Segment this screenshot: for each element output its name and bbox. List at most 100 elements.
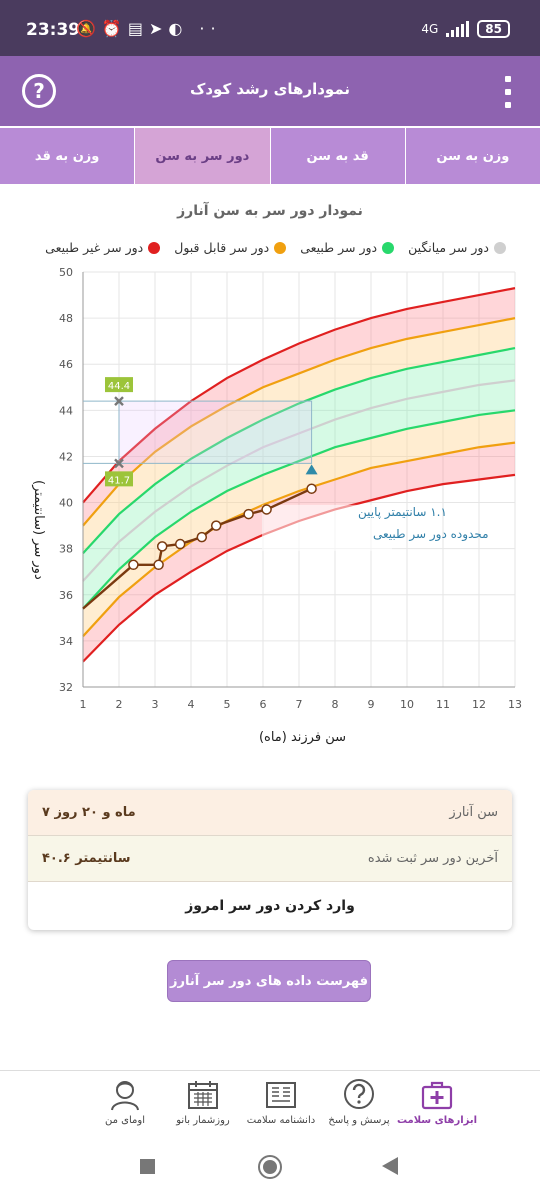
legend-item[interactable]: دور سر غیر طبیعی [45,240,161,255]
page-title: نمودارهای رشد کودک [189,80,351,98]
legend-dot-icon [274,241,287,254]
tab-3[interactable]: وزن به قد [34,148,100,164]
system-nav-bar [0,1140,540,1200]
y-tick-label: 48 [59,312,73,325]
data-list-button[interactable]: فهرست داده های دور سر آنارز [167,960,371,1002]
nav-label: ابزارهای سلامت [396,1115,478,1126]
chart-band [83,348,515,581]
chart-legend: دور سر غیر طبیعی دور سر قابل قبول دور سر ط… [45,240,506,255]
signal-icon [446,21,470,37]
chart-band [83,442,515,662]
back-button[interactable] [382,1157,398,1175]
status-bar: 23:39 🔕⏰▤➤◐ ·· 4G 85 [0,0,540,56]
status-right: 4G 85 [421,20,510,38]
info-card: ۷ ماه و ۲۰ روز سن آنارز ۴۰.۶ سانتیمتر آخ… [28,790,512,930]
y-axis-label: دور سر (سانتیمتر) [31,480,46,580]
calendar-icon [184,1077,222,1113]
nav-label: دانشنامه سلامت [246,1115,316,1126]
normal-range-box [118,400,313,464]
series-line-1 [82,317,516,527]
child-data-point [156,541,168,552]
legend-label: دور سر غیر طبیعی [45,240,144,255]
y-tick-label: 50 [59,266,73,279]
y-tick-label: 46 [59,358,73,371]
x-tick-label: 2 [116,698,123,711]
medical-kit-icon [418,1077,456,1113]
x-tick-label: 4 [188,698,195,711]
status-time: 23:39 [26,20,81,40]
legend-dot-icon [148,241,161,254]
legend-item[interactable]: دور سر طبیعی [300,240,395,255]
nav-label: روزشمار بانو [176,1115,230,1126]
enter-today-button[interactable]: وارد کردن دور سر امروز [185,898,355,914]
series-line-0 [82,287,516,504]
home-button[interactable] [258,1155,282,1179]
age-label: سن آنارز [449,805,498,820]
current-arrow-icon [305,464,318,475]
user-avatar-icon [106,1077,144,1113]
x-tick-label: 1 [80,698,87,711]
child-data-point [243,508,254,520]
nav-label: پرسش و پاسخ [328,1115,390,1126]
more-menu-icon[interactable] [504,76,512,108]
marker-top-label-bg [105,377,133,393]
help-button[interactable]: ? [22,74,56,108]
chart-title: نمودار دور سر به سن آنارز [177,203,363,219]
age-row: ۷ ماه و ۲۰ روز سن آنارز [28,790,512,836]
chart-tabs: وزن به قد دور سر به سن قد به سن وزن به سن [0,128,540,184]
question-bubble-icon [340,1077,378,1113]
battery-icon: 85 [477,20,510,38]
child-data-point [306,483,317,494]
series-line-2 [82,347,516,555]
high-marker-icon [114,396,124,406]
x-axis-label: سن فرزند (ماه) [258,730,346,745]
y-tick-label: 36 [59,589,73,602]
chart-band [83,318,515,554]
y-tick-label: 44 [59,404,73,417]
tab-0[interactable]: وزن به سن [404,128,540,184]
y-tick-label: 40 [59,497,73,510]
nav-item-question-bubble[interactable]: پرسش و پاسخ [320,1071,398,1136]
annotation-line-2: محدوده دور سر طبیعی [373,527,489,542]
chart-band [83,410,515,637]
marker-bottom-label-bg [105,471,133,487]
child-curve [82,487,313,610]
last-measure-label: آخرین دور سر ثبت شده [367,851,498,866]
legend-label: دور سر میانگین [408,240,489,255]
legend-label: دور سر طبیعی [300,240,378,255]
legend-label: دور سر قابل قبول [174,240,270,255]
recents-button[interactable] [140,1159,155,1174]
series-line-4 [82,409,516,610]
y-tick-label: 42 [59,450,73,463]
annotation-line-1: ۱.۱ سانتیمتر پایین [358,505,447,520]
last-measure-row: ۴۰.۶ سانتیمتر آخرین دور سر ثبت شده [28,836,512,882]
chart-band [83,288,515,526]
x-tick-label: 5 [224,698,231,711]
low-marker-icon [114,458,124,469]
last-measure-value: ۴۰.۶ سانتیمتر [42,851,131,866]
app-bar: ? نمودارهای رشد کودک [0,56,540,126]
legend-dot-icon [382,241,395,254]
y-tick-label: 34 [59,635,73,648]
legend-item[interactable]: دور سر قابل قبول [174,240,287,255]
marker-bottom-label: 41.7 [108,475,130,486]
x-tick-label: 10 [400,698,414,711]
x-tick-label: 8 [332,698,339,711]
child-data-point [128,559,139,571]
nav-item-user-avatar[interactable]: اومای من [86,1071,164,1136]
nav-item-medical-kit[interactable]: ابزارهای سلامت [396,1071,478,1136]
child-data-point [174,538,186,550]
tab-1[interactable]: قد به سن [269,128,405,184]
x-tick-label: 3 [152,698,159,711]
tab-2[interactable]: دور سر به سن [134,128,270,184]
child-data-point [261,504,272,515]
network-label: 4G [421,22,439,36]
annotation-bg [262,504,392,551]
y-tick-label: 38 [59,543,73,556]
nav-item-calendar[interactable]: روزشمار بانو [164,1071,242,1136]
marker-top-label: 44.4 [108,381,130,392]
child-data-point [210,520,222,531]
nav-item-encyclopedia[interactable]: دانشنامه سلامت [242,1071,320,1136]
legend-item[interactable]: دور سر میانگین [408,240,506,255]
